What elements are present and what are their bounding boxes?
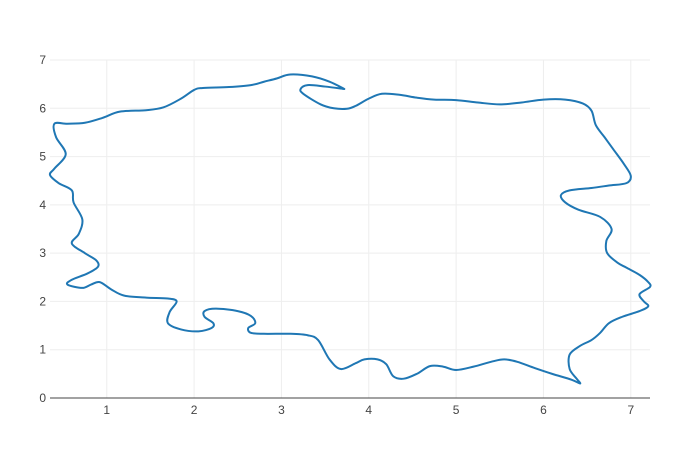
x-tick-label: 7 — [627, 403, 634, 417]
y-tick-label: 7 — [39, 53, 46, 67]
y-tick-label: 6 — [39, 101, 46, 115]
x-tick-label: 4 — [365, 403, 372, 417]
x-tick-label: 3 — [278, 403, 285, 417]
x-tick-label: 6 — [540, 403, 547, 417]
y-tick-label: 4 — [39, 198, 46, 212]
x-tick-label: 5 — [453, 403, 460, 417]
y-gridlines — [50, 59, 650, 351]
x-tick-labels: 1 2 3 4 5 6 7 — [103, 403, 634, 417]
y-tick-label: 3 — [39, 246, 46, 260]
y-tick-label: 2 — [39, 294, 46, 308]
series-line-0 — [48, 73, 652, 385]
y-tick-label: 0 — [39, 391, 46, 405]
x-tick-label: 1 — [103, 403, 110, 417]
y-tick-label: 5 — [39, 150, 46, 164]
x-gridlines — [106, 60, 632, 398]
plot-area — [48, 73, 652, 385]
y-tick-label: 1 — [39, 343, 46, 357]
x-tick-label: 2 — [191, 403, 198, 417]
y-tick-labels: 0 1 2 3 4 5 6 7 — [39, 53, 46, 405]
